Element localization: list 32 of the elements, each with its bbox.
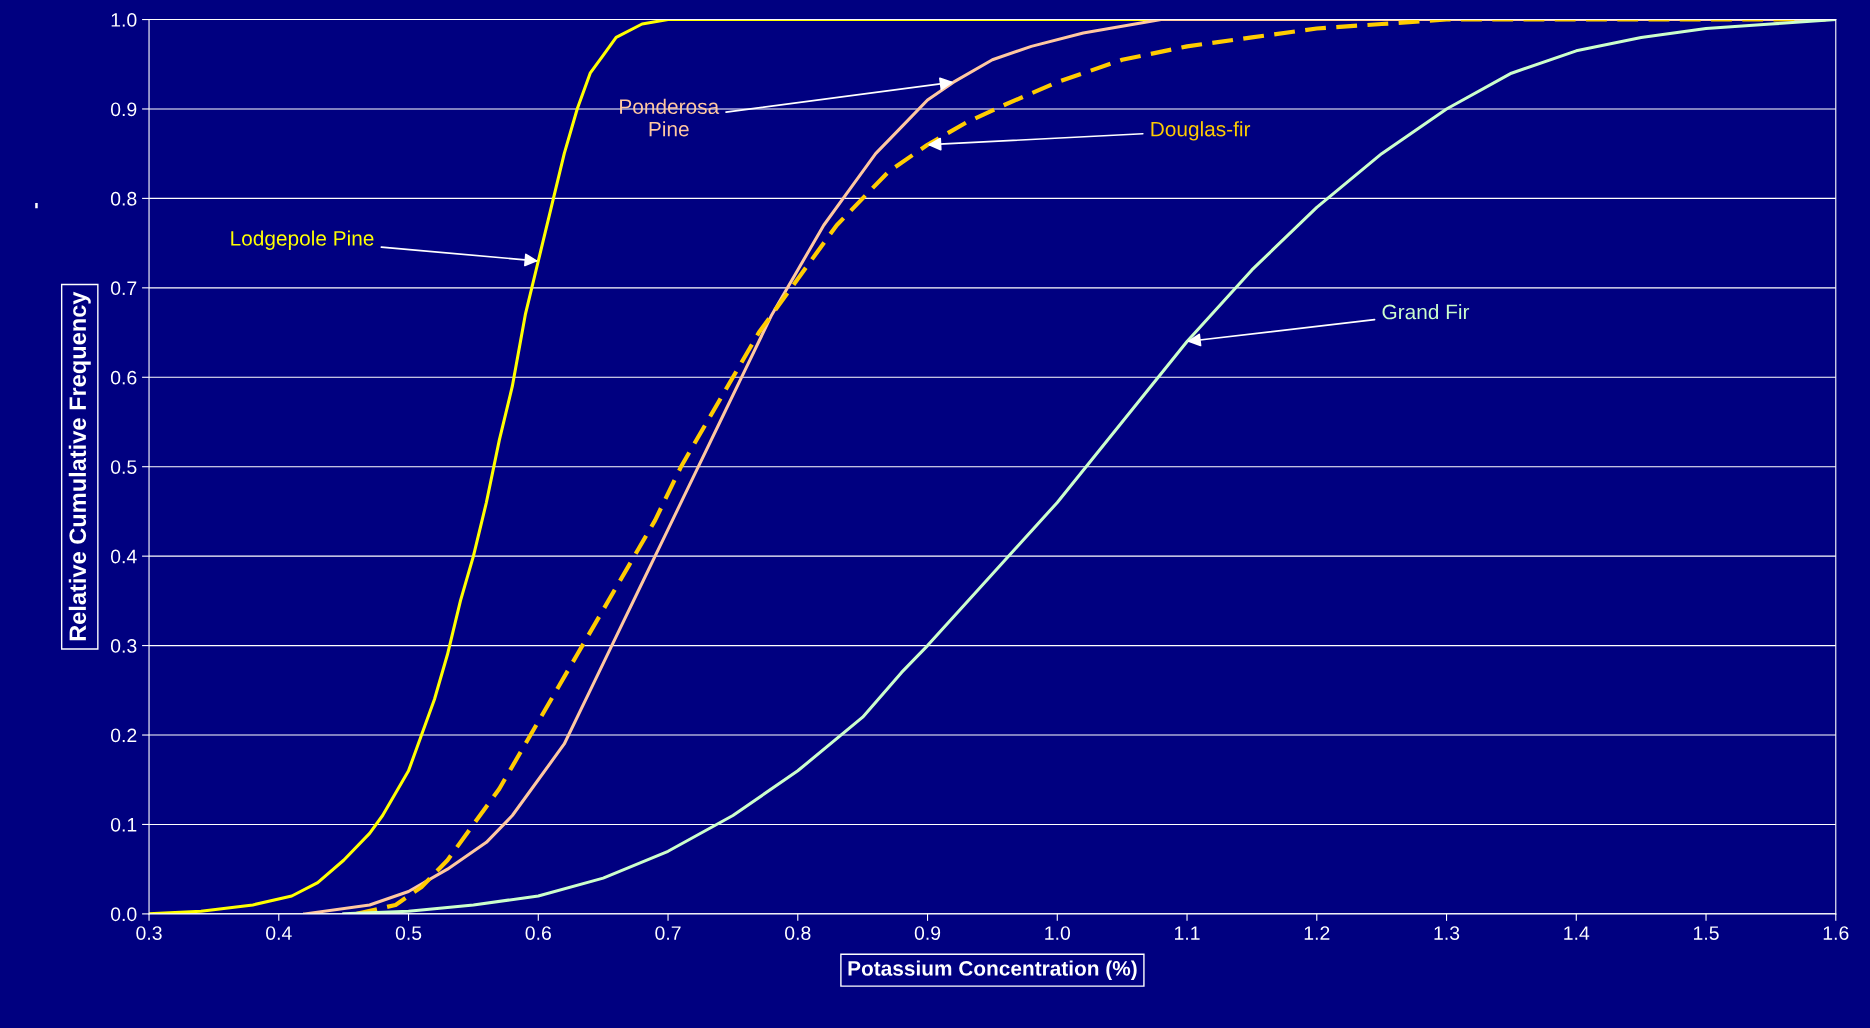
x-tick-label: 1.0 [1045,926,1071,940]
y-tick-label: 0.3 [110,639,137,653]
x-tick-label: 0.7 [655,926,681,940]
x-tick-label: 0.8 [785,926,811,940]
x-axis-title: Potassium Concentration (%) [848,960,1137,980]
x-tick-label: 1.5 [1694,926,1719,940]
annotation: Lodgepole Pine [231,230,374,250]
y-tick-label: 0.9 [110,102,137,117]
x-tick-label: 0.9 [914,926,941,940]
annotation: Grand Fir [1382,304,1470,320]
x-tick-label: 0.5 [395,926,422,940]
y-tick-label: 0.4 [110,549,137,564]
x-tick-label: 1.6 [1823,926,1849,940]
y-tick-label: 0.0 [110,907,137,922]
y-tick-label: 0.1 [110,817,137,832]
x-tick-label: 1.1 [1175,926,1200,940]
y-tick-label: 0.5 [110,460,137,474]
x-tick-label: 1.4 [1564,926,1590,940]
y-tick-label: 0.2 [110,728,137,743]
x-tick-label: 0.6 [525,926,551,940]
x-tick-label: 0.3 [136,926,162,940]
x-tick-label: 1.2 [1304,926,1330,940]
y-tick-label: 0.6 [110,370,137,385]
annotation: Ponderosa Pine [620,98,720,137]
y-tick-label: 0.7 [110,281,137,296]
y-tick-label: 0.8 [110,191,137,206]
x-tick-label: 0.4 [266,926,292,940]
y-tick-label: 1.0 [111,13,137,27]
annotation: Douglas-fir [1151,121,1251,141]
y-axis-title: Relative Cumulative Frequency [68,291,91,641]
text: - [35,202,38,209]
x-tick-label: 1.3 [1434,926,1460,940]
